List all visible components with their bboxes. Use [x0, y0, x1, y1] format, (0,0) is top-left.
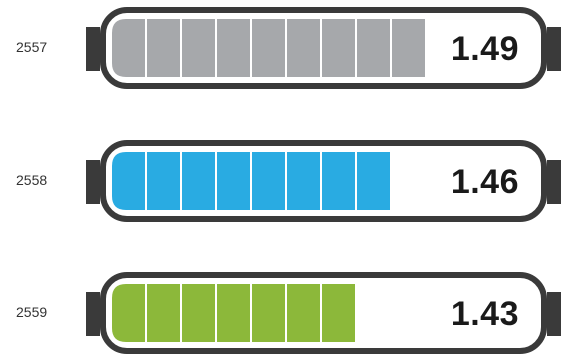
battery-segment — [147, 284, 180, 342]
battery-segment — [392, 19, 425, 77]
battery-segment — [112, 19, 145, 77]
battery-segment — [252, 19, 285, 77]
battery-segment — [217, 152, 250, 210]
battery-segment — [182, 19, 215, 77]
battery-segment — [217, 19, 250, 77]
battery-segment — [112, 152, 145, 210]
year-label: 2557 — [16, 39, 48, 55]
year-label: 2558 — [16, 172, 48, 188]
battery-terminal-left — [86, 27, 100, 71]
battery-terminal-right — [547, 292, 561, 336]
battery-segment — [217, 284, 250, 342]
value-label: 1.43 — [450, 295, 519, 333]
battery-segment — [147, 19, 180, 77]
battery-terminal-right — [547, 160, 561, 204]
year-label: 2559 — [16, 304, 48, 320]
battery-bar-2558 — [86, 140, 561, 222]
battery-bar-2559 — [86, 272, 561, 354]
value-label: 1.49 — [450, 30, 519, 68]
battery-segment — [287, 152, 320, 210]
battery-segment — [252, 284, 285, 342]
battery-segment — [182, 284, 215, 342]
battery-terminal-left — [86, 160, 100, 204]
battery-terminal-right — [547, 27, 561, 71]
battery-row-2559: 2559 1.43 — [0, 272, 571, 356]
battery-segment — [147, 152, 180, 210]
battery-segment — [357, 19, 390, 77]
battery-bar-2557 — [86, 7, 561, 89]
battery-row-2557: 2557 1.49 — [0, 7, 571, 91]
battery-segment — [322, 19, 355, 77]
battery-segment — [182, 152, 215, 210]
battery-segment — [287, 19, 320, 77]
battery-terminal-left — [86, 292, 100, 336]
battery-segment — [252, 152, 285, 210]
battery-segment — [287, 284, 320, 342]
battery-segment — [322, 284, 355, 342]
battery-segment — [112, 284, 145, 342]
battery-segment — [357, 152, 390, 210]
value-label: 1.46 — [450, 163, 519, 201]
battery-row-2558: 2558 1.46 — [0, 140, 571, 224]
battery-segment — [322, 152, 355, 210]
